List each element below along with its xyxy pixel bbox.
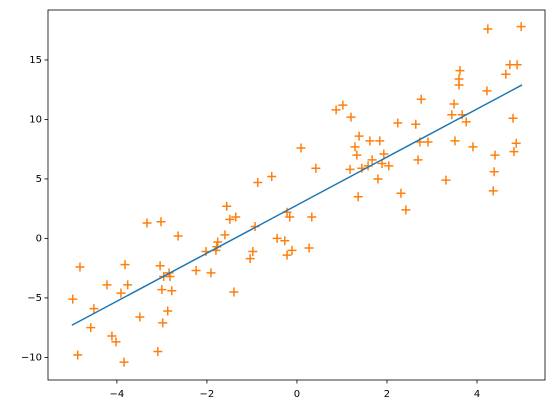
marker bbox=[107, 331, 117, 341]
marker bbox=[102, 280, 112, 290]
marker bbox=[501, 69, 511, 79]
marker bbox=[483, 24, 493, 34]
marker bbox=[158, 318, 168, 328]
marker bbox=[225, 214, 235, 224]
marker bbox=[213, 237, 223, 247]
marker bbox=[167, 286, 177, 296]
axes-frame bbox=[47, 9, 546, 381]
marker bbox=[68, 294, 78, 304]
marker bbox=[511, 138, 521, 148]
marker bbox=[468, 142, 478, 152]
marker bbox=[73, 350, 83, 360]
marker bbox=[393, 118, 403, 128]
marker bbox=[447, 110, 457, 120]
y-tick-label: 0 bbox=[36, 233, 42, 244]
marker bbox=[173, 231, 183, 241]
marker bbox=[272, 233, 282, 243]
marker bbox=[89, 304, 99, 314]
marker bbox=[365, 136, 375, 146]
marker bbox=[155, 261, 165, 271]
marker bbox=[454, 80, 464, 90]
marker bbox=[441, 175, 451, 185]
y-tick-label: 15 bbox=[29, 55, 42, 66]
marker bbox=[367, 155, 377, 165]
marker bbox=[116, 288, 126, 298]
marker bbox=[86, 323, 96, 333]
marker bbox=[307, 212, 317, 222]
marker bbox=[345, 164, 355, 174]
x-tick-label: −2 bbox=[200, 389, 215, 400]
x-tick-label: 4 bbox=[474, 389, 480, 400]
marker bbox=[411, 119, 421, 129]
marker bbox=[157, 285, 167, 295]
marker bbox=[490, 150, 500, 160]
marker bbox=[311, 163, 321, 173]
y-tick-label: −5 bbox=[27, 293, 42, 304]
marker bbox=[75, 262, 85, 272]
y-tick-label: 5 bbox=[36, 174, 42, 185]
marker bbox=[191, 266, 201, 276]
marker bbox=[512, 60, 522, 70]
marker bbox=[338, 100, 348, 110]
marker bbox=[353, 192, 363, 202]
marker bbox=[280, 236, 290, 246]
marker bbox=[482, 86, 492, 96]
marker bbox=[111, 337, 121, 347]
marker bbox=[287, 245, 297, 255]
marker bbox=[119, 357, 129, 367]
y-tick-label: −10 bbox=[21, 352, 42, 363]
marker bbox=[245, 254, 255, 264]
marker bbox=[282, 250, 292, 260]
marker bbox=[142, 218, 152, 228]
marker bbox=[461, 117, 471, 127]
marker bbox=[123, 280, 133, 290]
marker bbox=[267, 172, 277, 182]
marker bbox=[253, 178, 263, 188]
y-tick-label: 10 bbox=[29, 114, 42, 125]
marker bbox=[449, 99, 459, 109]
marker bbox=[156, 217, 166, 227]
marker bbox=[163, 306, 173, 316]
marker bbox=[416, 94, 426, 104]
marker bbox=[285, 212, 295, 222]
marker bbox=[120, 260, 130, 270]
marker bbox=[331, 105, 341, 115]
marker bbox=[135, 312, 145, 322]
marker bbox=[375, 136, 385, 146]
marker bbox=[450, 136, 460, 146]
marker bbox=[231, 212, 241, 222]
marker bbox=[423, 137, 433, 147]
marker bbox=[206, 268, 216, 278]
marker bbox=[455, 66, 465, 76]
plot-area bbox=[48, 10, 545, 380]
marker bbox=[229, 287, 239, 297]
marker bbox=[396, 188, 406, 198]
marker bbox=[248, 247, 258, 257]
marker bbox=[509, 147, 519, 157]
marker bbox=[516, 22, 526, 32]
marker bbox=[352, 150, 362, 160]
marker bbox=[222, 201, 232, 211]
fit-line bbox=[71, 84, 523, 326]
marker bbox=[354, 131, 364, 141]
marker bbox=[296, 143, 306, 153]
marker bbox=[488, 186, 498, 196]
marker bbox=[401, 205, 411, 215]
marker bbox=[220, 230, 230, 240]
x-tick-label: −4 bbox=[110, 389, 125, 400]
marker bbox=[350, 142, 360, 152]
marker bbox=[384, 161, 394, 171]
marker bbox=[508, 113, 518, 123]
marker bbox=[379, 149, 389, 159]
x-tick-label: 2 bbox=[384, 389, 390, 400]
marker bbox=[413, 155, 423, 165]
marker bbox=[304, 243, 314, 253]
marker bbox=[489, 167, 499, 177]
marker bbox=[153, 346, 163, 356]
x-tick-label: 0 bbox=[294, 389, 300, 400]
marker bbox=[373, 174, 383, 184]
marker bbox=[346, 112, 356, 122]
